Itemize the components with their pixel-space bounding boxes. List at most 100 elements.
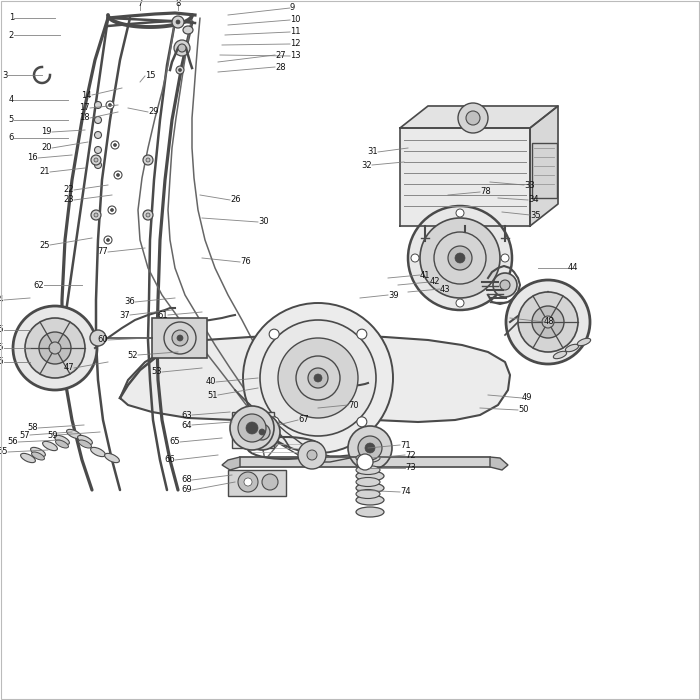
Circle shape: [91, 210, 101, 220]
Text: 71: 71: [400, 440, 411, 449]
Text: 18: 18: [79, 113, 90, 122]
Circle shape: [262, 474, 278, 490]
Text: 27: 27: [275, 50, 286, 60]
Ellipse shape: [55, 440, 69, 448]
Text: 67: 67: [298, 416, 309, 424]
Text: 57: 57: [20, 430, 30, 440]
Circle shape: [94, 116, 101, 123]
Circle shape: [146, 213, 150, 217]
Text: 76: 76: [240, 258, 251, 267]
Text: 63: 63: [181, 410, 192, 419]
Circle shape: [238, 472, 258, 492]
Circle shape: [365, 443, 375, 453]
Text: 37: 37: [119, 311, 130, 319]
Text: 34: 34: [528, 195, 538, 204]
Text: 65: 65: [169, 438, 180, 447]
Ellipse shape: [78, 435, 92, 444]
Circle shape: [94, 146, 101, 153]
Ellipse shape: [90, 447, 106, 456]
Circle shape: [13, 306, 97, 390]
Text: 46: 46: [0, 358, 4, 367]
Text: 22: 22: [64, 186, 74, 195]
Circle shape: [357, 329, 367, 340]
Text: 1: 1: [8, 13, 14, 22]
Circle shape: [111, 209, 113, 211]
Ellipse shape: [356, 495, 384, 505]
Polygon shape: [490, 457, 508, 470]
Circle shape: [259, 429, 265, 435]
Circle shape: [434, 232, 486, 284]
Bar: [152, 318, 207, 358]
Circle shape: [172, 16, 184, 28]
Circle shape: [542, 316, 554, 328]
Circle shape: [278, 338, 358, 418]
Text: 66: 66: [164, 456, 175, 465]
Circle shape: [314, 374, 322, 382]
Text: 23: 23: [64, 195, 74, 204]
Circle shape: [308, 368, 328, 388]
Circle shape: [114, 171, 122, 179]
Ellipse shape: [183, 26, 193, 34]
Text: 36: 36: [125, 298, 135, 307]
Text: 77: 77: [97, 248, 108, 256]
Circle shape: [357, 416, 367, 427]
Text: 44: 44: [568, 263, 578, 272]
Ellipse shape: [566, 344, 579, 351]
Circle shape: [111, 141, 119, 149]
Text: 45: 45: [0, 344, 4, 353]
Circle shape: [90, 330, 106, 346]
Circle shape: [244, 414, 280, 450]
Text: 2: 2: [8, 31, 14, 39]
Circle shape: [254, 424, 270, 440]
Circle shape: [358, 436, 382, 460]
Circle shape: [243, 303, 393, 453]
Circle shape: [146, 158, 150, 162]
Ellipse shape: [55, 435, 69, 444]
Circle shape: [466, 111, 480, 125]
Text: 20: 20: [41, 144, 52, 153]
Ellipse shape: [78, 440, 92, 448]
Circle shape: [176, 66, 184, 74]
Circle shape: [420, 218, 500, 298]
Text: 6: 6: [8, 134, 14, 143]
Text: 25: 25: [39, 241, 50, 249]
Circle shape: [113, 144, 116, 146]
Ellipse shape: [553, 351, 567, 358]
Circle shape: [411, 254, 419, 262]
Ellipse shape: [356, 471, 384, 481]
Circle shape: [357, 454, 373, 470]
Text: 13: 13: [290, 52, 300, 60]
Ellipse shape: [66, 429, 81, 439]
Ellipse shape: [356, 489, 380, 498]
Text: 78: 78: [480, 188, 491, 197]
Text: 16: 16: [27, 153, 38, 162]
Text: 47: 47: [64, 363, 74, 372]
Text: 48: 48: [544, 318, 554, 326]
Polygon shape: [530, 106, 558, 226]
Circle shape: [238, 414, 266, 442]
Circle shape: [506, 280, 590, 364]
Circle shape: [270, 416, 279, 427]
Circle shape: [456, 299, 464, 307]
Circle shape: [307, 450, 317, 460]
Circle shape: [408, 206, 512, 310]
Ellipse shape: [104, 454, 120, 463]
Circle shape: [104, 236, 112, 244]
Circle shape: [172, 330, 188, 346]
Text: 4: 4: [8, 95, 14, 104]
Circle shape: [518, 292, 578, 352]
Polygon shape: [400, 106, 558, 128]
Bar: [228, 470, 286, 496]
Text: 19: 19: [41, 127, 52, 136]
Circle shape: [230, 406, 274, 450]
Text: 72: 72: [405, 451, 416, 459]
Text: 50: 50: [518, 405, 528, 414]
Text: 14: 14: [81, 90, 92, 99]
Circle shape: [270, 329, 279, 340]
Text: 33: 33: [524, 181, 535, 190]
Circle shape: [298, 441, 326, 469]
Circle shape: [164, 322, 196, 354]
Text: 30: 30: [258, 218, 269, 227]
Text: 35: 35: [530, 211, 540, 220]
Text: 7: 7: [137, 0, 143, 8]
